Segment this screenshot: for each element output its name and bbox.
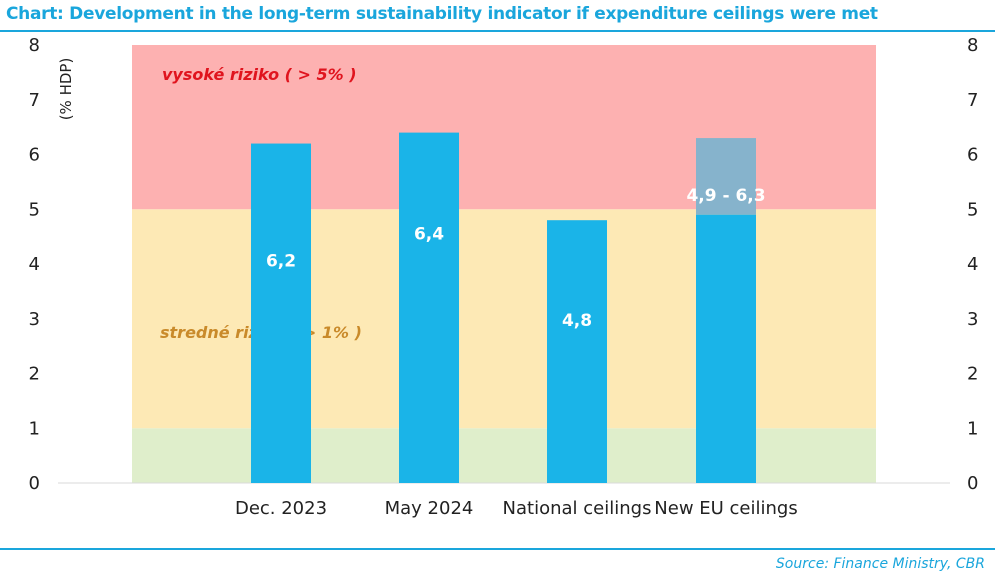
chart: vysoké riziko ( > 5% )stredné riziko ( >… <box>29 35 979 519</box>
top-rule <box>0 30 995 32</box>
bar <box>251 143 311 484</box>
y-tick-left: 7 <box>29 90 40 111</box>
x-tick-label: May 2024 <box>385 498 474 519</box>
y-tick-right: 6 <box>967 145 978 166</box>
risk-zone-0 <box>132 428 876 483</box>
y-tick-right: 0 <box>967 473 978 494</box>
y-tick-left: 0 <box>29 473 40 494</box>
y-tick-left: 4 <box>29 254 40 275</box>
x-tick-label: Dec. 2023 <box>235 498 327 519</box>
y-tick-right: 8 <box>967 35 978 56</box>
y-tick-right: 5 <box>967 199 978 220</box>
y-tick-left: 8 <box>29 35 40 56</box>
data-label: 6,4 <box>414 224 444 244</box>
risk-zone-1 <box>132 209 876 429</box>
x-tick-label: New EU ceilings <box>654 498 797 519</box>
y-tick-right: 2 <box>967 364 978 385</box>
bottom-rule <box>0 548 995 550</box>
y-tick-left: 1 <box>29 418 40 439</box>
x-tick-label: National ceilings <box>503 498 652 519</box>
bar <box>547 220 607 483</box>
bar <box>696 214 756 483</box>
y-axis-label: (% HDP) <box>57 58 75 121</box>
y-tick-left: 3 <box>29 309 40 330</box>
y-tick-right: 1 <box>967 418 978 439</box>
y-tick-right: 4 <box>967 254 978 275</box>
y-tick-left: 2 <box>29 364 40 385</box>
bar-range-extension <box>696 138 756 215</box>
data-label: 4,9 - 6,3 <box>686 186 765 206</box>
y-tick-left: 6 <box>29 145 40 166</box>
y-tick-right: 7 <box>967 90 978 111</box>
data-label: 6,2 <box>266 252 296 272</box>
risk-zone-label-high: vysoké riziko ( > 5% ) <box>162 65 357 84</box>
y-tick-right: 3 <box>967 309 978 330</box>
source-note: Source: Finance Ministry, CBR <box>775 556 985 572</box>
chart-title: Chart: Development in the long-term sust… <box>6 4 878 24</box>
y-tick-left: 5 <box>29 199 40 220</box>
data-label: 4,8 <box>562 311 592 331</box>
bar <box>399 132 459 483</box>
